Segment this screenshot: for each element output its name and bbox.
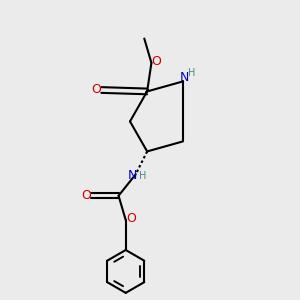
- Polygon shape: [145, 89, 148, 93]
- Text: O: O: [91, 83, 101, 97]
- Text: O: O: [127, 212, 136, 225]
- Text: N: N: [128, 169, 137, 182]
- Text: N: N: [180, 70, 189, 84]
- Text: O: O: [81, 189, 91, 202]
- Text: O: O: [152, 55, 161, 68]
- Text: H: H: [188, 68, 195, 78]
- Text: H: H: [139, 171, 146, 181]
